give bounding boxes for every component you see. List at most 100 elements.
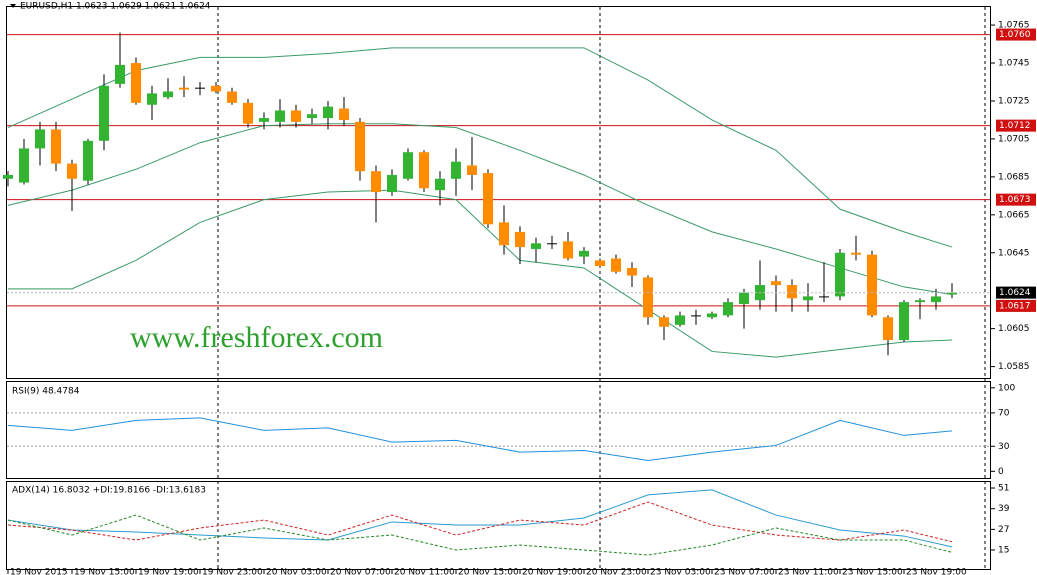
x-tick-label: 19 Nov 15:00 (74, 568, 135, 575)
candle-body (323, 106, 333, 119)
menu-arrow[interactable] (10, 4, 16, 8)
indicator-line (7, 417, 953, 461)
candle-body (83, 140, 93, 181)
x-tick-label: 20 Nov 07:00 (330, 568, 391, 575)
current-price-tag (996, 286, 1036, 299)
y-tick-label: 1.0745 (998, 59, 1030, 69)
candle-body (931, 296, 941, 303)
candle-body (723, 302, 733, 316)
candle-body (131, 63, 141, 103)
candle-body (835, 252, 845, 297)
candle-body (115, 64, 125, 84)
level-label: 1.0673 (999, 195, 1031, 205)
level-tag (996, 119, 1036, 132)
candle-body (19, 148, 29, 183)
candle-body (627, 267, 637, 276)
y-tick-label: 0 (998, 467, 1004, 477)
candle-body (307, 114, 317, 119)
candle-body (787, 285, 797, 299)
candle-body (195, 87, 205, 89)
x-tick-label: 19 Nov 19:00 (138, 568, 199, 575)
candle-body (547, 243, 557, 245)
rsi-pane (6, 381, 991, 479)
y-tick-label: 100 (998, 383, 1015, 393)
current-price-label: 1.0624 (999, 288, 1031, 298)
x-tick-label: 23 Nov 03:00 (650, 568, 711, 575)
level-label: 1.0760 (999, 30, 1031, 40)
y-tick-label: 1.0665 (998, 210, 1030, 220)
x-tick-label: 20 Nov 23:00 (586, 568, 647, 575)
candle-body (371, 171, 381, 193)
y-tick-label: 15 (998, 546, 1009, 556)
indicator-line (7, 501, 953, 543)
candle-body (643, 277, 653, 318)
candle-body (707, 313, 717, 318)
y-tick-label: 1.0645 (998, 248, 1030, 258)
candle-body (163, 91, 173, 98)
candle-body (675, 315, 685, 325)
level-label: 1.0617 (999, 301, 1031, 311)
level-tag (996, 299, 1036, 312)
candle-body (515, 231, 525, 248)
band-upper (7, 47, 953, 248)
x-tick-label: 19 Nov 2015 (10, 568, 68, 575)
candle-body (211, 85, 221, 92)
candle-body (691, 315, 701, 317)
candle-body (99, 85, 109, 141)
candle-body (899, 302, 909, 341)
candle-body (947, 292, 957, 295)
candle-body (403, 152, 413, 179)
main-title: EURUSD,H1 1.0623 1.0629 1.0621 1.0624 (20, 2, 211, 12)
candle-body (435, 178, 445, 191)
candle-body (51, 129, 61, 164)
candle-body (275, 110, 285, 122)
candle-body (227, 91, 237, 103)
candle-body (611, 258, 621, 272)
separators (217, 7, 986, 569)
level-tag (996, 28, 1036, 41)
candle-body (563, 241, 573, 259)
candle-body (467, 165, 477, 175)
candle-body (579, 250, 589, 257)
level-tag (996, 193, 1036, 206)
y-tick-label: 51 (998, 484, 1009, 494)
candle-body (451, 161, 461, 179)
candle-body (531, 243, 541, 249)
y-tick-label: 30 (998, 442, 1010, 452)
x-tick-label: 20 Nov 15:00 (458, 568, 519, 575)
candle-body (867, 254, 877, 316)
adx-title: ADX(14) 16.8032 +DI:19.8166 -DI:13.6183 (12, 486, 206, 496)
candle-body (595, 260, 605, 267)
candle-body (659, 317, 669, 327)
indicator-line (7, 514, 953, 556)
candle-body (291, 110, 301, 122)
candle-body (35, 129, 45, 149)
candle-body (819, 296, 829, 298)
candle-body (915, 300, 925, 303)
candle-body (387, 174, 397, 193)
x-tick-label: 23 Nov 07:00 (714, 568, 775, 575)
x-tick-label: 20 Nov 19:00 (522, 568, 583, 575)
x-tick-label: 23 Nov 15:00 (842, 568, 903, 575)
x-tick-label: 23 Nov 11:00 (778, 568, 839, 575)
y-tick-label: 39 (998, 504, 1010, 514)
main-pane (6, 6, 991, 379)
x-tick-label: 20 Nov 11:00 (394, 568, 455, 575)
candle-body (483, 173, 493, 225)
candle-body (243, 102, 253, 124)
y-tick-label: 1.0705 (998, 134, 1030, 144)
y-tick-label: 1.0765 (998, 21, 1030, 31)
band-middle (7, 123, 953, 296)
adx-pane (6, 481, 991, 570)
y-tick-label: 1.0605 (998, 324, 1030, 334)
candle-body (339, 108, 349, 120)
candle-body (419, 152, 429, 189)
rsi-title: RSI(9) 48.4784 (12, 387, 80, 397)
y-tick-label: 1.0725 (998, 96, 1030, 106)
indicator-line (7, 489, 953, 548)
candle-body (499, 222, 509, 246)
candle-body (739, 292, 749, 304)
y-tick-label: 70 (998, 408, 1010, 418)
candle-body (179, 87, 189, 90)
